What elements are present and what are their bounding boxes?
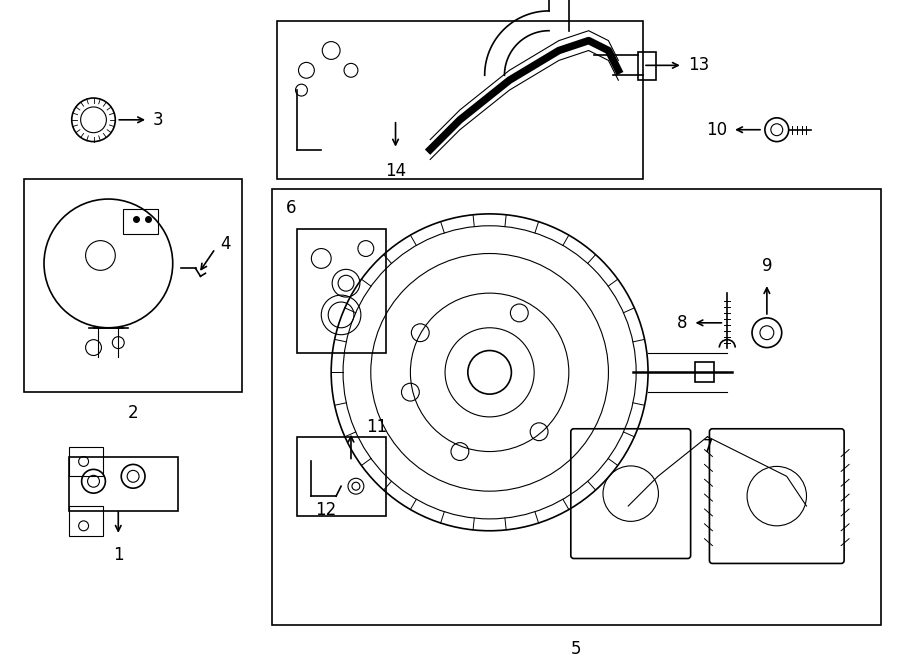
Text: 7: 7 bbox=[702, 438, 713, 455]
Bar bbox=[296, 229, 385, 352]
Bar bbox=[68, 457, 177, 511]
Bar bbox=[272, 189, 881, 625]
Text: 4: 4 bbox=[220, 235, 230, 253]
Text: 8: 8 bbox=[677, 314, 688, 332]
Bar bbox=[68, 447, 104, 477]
Bar bbox=[276, 20, 644, 179]
Text: 6: 6 bbox=[286, 199, 297, 217]
Text: 14: 14 bbox=[385, 163, 406, 180]
Bar bbox=[24, 179, 242, 392]
Bar bbox=[123, 209, 158, 234]
Text: 13: 13 bbox=[688, 56, 709, 74]
Bar bbox=[695, 362, 715, 382]
Text: 5: 5 bbox=[571, 640, 581, 658]
Bar bbox=[638, 52, 656, 80]
Bar bbox=[296, 437, 385, 516]
Text: 9: 9 bbox=[761, 257, 772, 275]
Text: 2: 2 bbox=[128, 404, 139, 422]
Text: 1: 1 bbox=[113, 545, 123, 564]
Bar bbox=[68, 506, 104, 535]
Text: 3: 3 bbox=[153, 111, 164, 129]
Text: 12: 12 bbox=[316, 501, 337, 519]
Text: 10: 10 bbox=[706, 121, 727, 139]
Text: 11: 11 bbox=[365, 418, 387, 436]
